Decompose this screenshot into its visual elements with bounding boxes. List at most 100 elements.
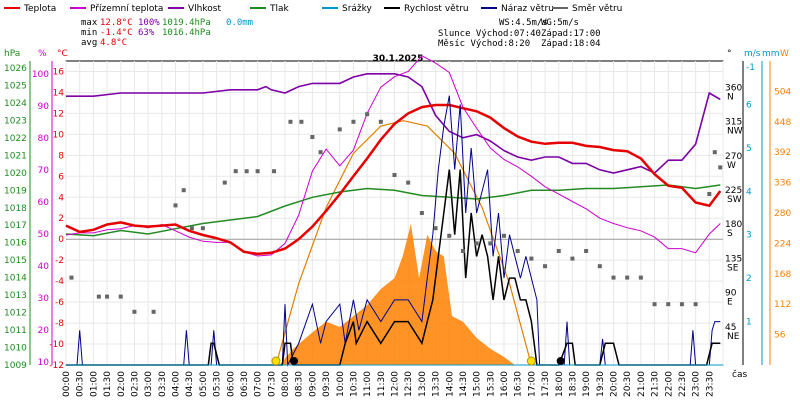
wind-dir-point [529,256,534,261]
tick-ms: 2 [746,274,752,284]
stats: max 12.8°C 100% 1019.4hPa 0.0mm min -1.4°C 63% 1… [81,18,253,48]
tick-hpa: 1014 [4,274,27,284]
tick-x: 11:00 [363,371,373,397]
tick-x: 04:00 [172,371,182,397]
wind-dir-point [652,302,657,307]
tick-ms: 1 [746,318,752,328]
tick-pct: 60 [38,198,50,208]
tick-x: 07:00 [254,371,264,397]
plot-series [65,55,723,367]
tick-w: 280 [774,209,791,219]
tick-x: 05:00 [199,371,209,397]
tick-x: 04:30 [185,371,195,397]
tick-hpa: 1011 [4,326,27,336]
wind-dir-point [693,302,698,307]
stat-value: avg [81,38,97,48]
tick-c: 12 [53,109,64,119]
tick-x: 09:00 [308,371,318,397]
tick-x: 00:00 [62,371,72,397]
tick-x: 16:00 [500,371,510,397]
tick-hpa: 1013 [4,291,27,301]
wind-dir-point [570,256,575,261]
tick-pct: 70 [38,166,50,176]
wind-dir-point [718,165,723,170]
axis-unit-x: čas [732,369,747,380]
sun-marker-sunrise [271,356,281,366]
axis-unit-dir: ° [727,49,732,59]
tick-c: 14 [53,88,65,98]
wind-dir-point [638,275,643,280]
tick-hpa: 1018 [4,204,27,214]
wind-dir-point [365,112,370,117]
tick-x: 10:00 [336,371,346,397]
stat-value: 1016.4hPa [162,28,211,38]
wind-dir-point [460,249,465,253]
tick-c: 0 [58,235,64,245]
tick-dir-compass: S [727,229,733,239]
wind-dir-point [105,294,110,299]
stat-value: 63% [138,28,155,38]
tick-w: 112 [774,300,791,310]
tick-x: 07:30 [267,371,277,397]
info-ws: WS:4.5m/s [499,18,548,28]
tick-x: 13:30 [432,371,442,397]
wind-dir-point [244,169,249,174]
tick-x: 12:30 [404,371,414,397]
legend-label-dir: Směr větru [572,4,622,14]
legend-label-gust: Náraz větru [501,4,554,14]
humidity-line [66,73,721,174]
info-moon: Měsíc Východ:8:20 [438,39,530,49]
tick-c: -12 [49,361,64,371]
wind-dir-point [310,135,315,139]
tick-x: 17:30 [541,371,551,397]
axes: hPa% °C1026102510241023102210211020101910… [4,49,791,397]
stat-value: 4.8°C [100,38,127,48]
wind-dir-point [189,226,194,231]
wind-dir-point [299,119,304,124]
wind-dir-point [272,169,277,174]
tick-x: 01:00 [89,371,99,397]
tick-x: 23:30 [705,371,715,397]
tick-dir: 90 [725,289,737,299]
tick-x: 00:30 [76,371,86,397]
moon-marker-moonset [556,357,565,365]
tick-x: 02:00 [117,371,127,397]
axis-unit-w: W [780,49,789,59]
tick-x: 08:00 [281,371,291,397]
tick-x: 18:30 [568,371,578,397]
tick-c: 2 [58,214,64,224]
legend-label-humidity: Vlhkost [188,4,221,14]
tick-dir: 180 [725,220,742,230]
wind-dir-point [378,119,383,124]
tick-c: 4 [58,193,64,203]
tick-dir-compass: N [727,92,734,102]
wind-dir-point [96,294,101,299]
tick-x: 03:30 [158,371,168,397]
wind-dir-point [707,192,712,196]
tick-hpa: 1015 [4,256,27,266]
solar-area [279,223,515,365]
tick-dir: 225 [725,186,742,196]
tick-hpa: 1024 [4,99,27,109]
info-sun-set: Západ:17:00 [541,29,601,39]
tick-x: 23:00 [692,371,702,397]
legend-label-ground: Přízemní teplota [90,4,163,14]
tick-dir-compass: W [727,161,736,171]
legend: Teplota Přízemní teplota Vlhkost Tlak Srážky… [4,4,622,14]
tick-dir-compass: SE [727,263,739,273]
tick-hpa: 1019 [4,186,27,196]
wind-dir-point [488,241,493,246]
wind-dir-point [151,309,156,314]
tick-pct: 80 [38,134,50,144]
wind-dir-point [433,226,438,231]
tick-x: 10:30 [349,371,359,397]
pressure-line [65,184,721,237]
tick-w: 448 [774,118,791,128]
tick-ms: 5 [746,144,752,154]
wind-dir-point [288,119,293,124]
tick-w: 168 [774,270,791,280]
wind-dir-point [69,275,74,280]
tick-x: 06:00 [226,371,236,397]
